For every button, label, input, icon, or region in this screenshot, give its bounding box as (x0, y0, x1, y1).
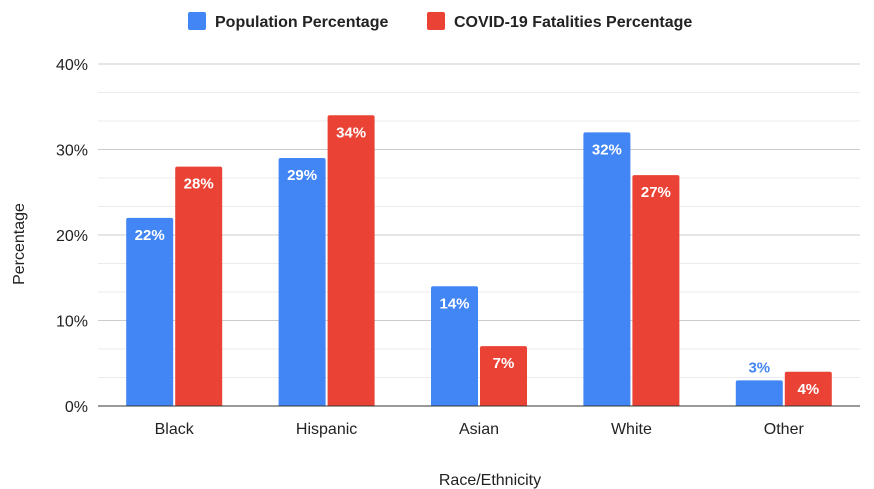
data-labels: 22% 28% 29% 34% 14% 7% 32% 27% 3% 4% (135, 124, 819, 398)
y-tick-label: 20% (56, 228, 88, 245)
data-label-population-other: 3% (748, 359, 770, 376)
bar-fatalities-black (175, 166, 223, 406)
x-axis-ticks: Black Hispanic Asian White Other (155, 421, 805, 438)
bar-population-black (126, 217, 174, 406)
data-label-population-black: 22% (135, 227, 165, 244)
data-label-fatalities-hispanic: 34% (336, 124, 366, 141)
legend-swatch-population (188, 12, 206, 30)
y-tick-label: 0% (65, 399, 88, 416)
data-label-fatalities-other: 4% (797, 381, 819, 398)
data-label-fatalities-white: 27% (641, 184, 671, 201)
bar-population-white (583, 132, 631, 406)
data-label-fatalities-asian: 7% (493, 355, 515, 372)
y-tick-label: 40% (56, 57, 88, 74)
data-label-population-asian: 14% (439, 295, 469, 312)
bar-fatalities-asian (480, 346, 527, 406)
x-tick-label: Hispanic (296, 421, 357, 438)
bar-fatalities-hispanic (327, 115, 375, 407)
bar-fatalities-other (784, 371, 832, 406)
bar-population-other (735, 380, 783, 406)
x-tick-label: Asian (459, 421, 499, 438)
y-axis-title: Percentage (11, 203, 28, 285)
legend: Population Percentage COVID-19 Fatalitie… (188, 12, 692, 31)
y-tick-label: 10% (56, 314, 88, 331)
bar-population-hispanic (278, 158, 326, 406)
data-label-population-white: 32% (592, 141, 622, 158)
legend-swatch-fatalities (427, 12, 445, 30)
data-label-fatalities-black: 28% (184, 176, 214, 193)
x-axis-title: Race/Ethnicity (439, 472, 541, 489)
bars (126, 115, 832, 407)
bar-fatalities-white (632, 175, 680, 406)
x-tick-label: Black (155, 421, 195, 438)
legend-label-fatalities: COVID-19 Fatalities Percentage (454, 14, 692, 31)
legend-label-population: Population Percentage (215, 14, 388, 31)
y-axis-ticks: 0% 10% 20% 30% 40% (56, 57, 88, 416)
data-label-population-hispanic: 29% (287, 167, 317, 184)
x-tick-label: Other (764, 421, 805, 438)
gridlines (98, 63, 860, 378)
y-tick-label: 30% (56, 143, 88, 160)
x-tick-label: White (611, 421, 652, 438)
bar-population-asian (431, 286, 478, 406)
